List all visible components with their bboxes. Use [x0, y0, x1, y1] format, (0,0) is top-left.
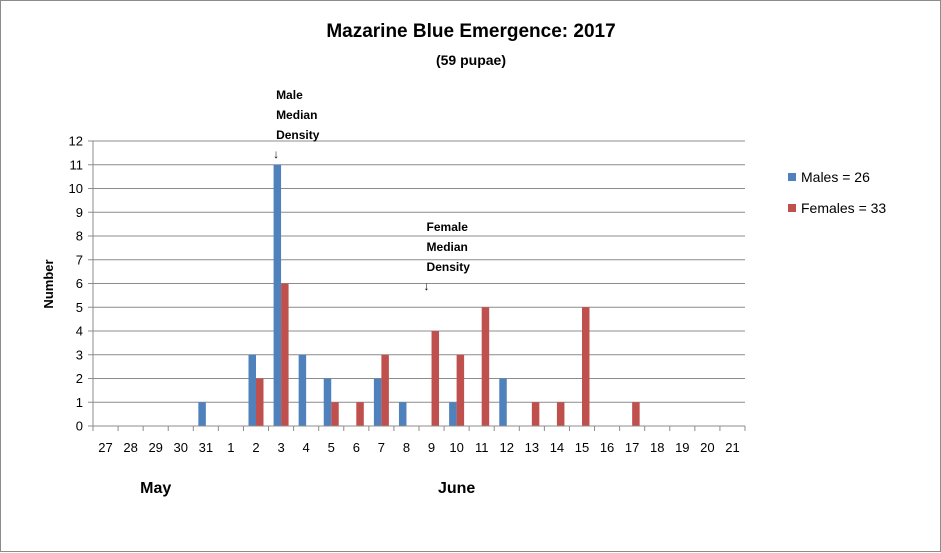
x-tick-label: 10 — [449, 440, 463, 455]
x-tick-label: 17 — [625, 440, 639, 455]
x-tick-label: 3 — [277, 440, 284, 455]
y-tick-label: 10 — [69, 181, 83, 196]
x-tick-label: 6 — [353, 440, 360, 455]
bar-females-15 — [582, 307, 590, 426]
legend-swatch — [788, 173, 796, 181]
x-tick-label: 18 — [650, 440, 664, 455]
legend-label: Females = 33 — [801, 200, 886, 216]
bar-females-5 — [331, 402, 339, 426]
bars — [198, 164, 640, 426]
annotation-text: Male — [276, 88, 303, 102]
x-tick-label: 15 — [575, 440, 589, 455]
x-tick-label: 8 — [403, 440, 410, 455]
x-tick-label: 4 — [303, 440, 310, 455]
bar-males-2 — [248, 354, 256, 426]
x-tick-label: 29 — [148, 440, 162, 455]
y-tick-label: 5 — [76, 300, 83, 315]
legend-label: Males = 26 — [801, 169, 870, 185]
bar-females-14 — [556, 402, 565, 426]
x-tick-label: 12 — [500, 440, 514, 455]
bar-males-12 — [499, 378, 507, 426]
x-tick-label: 7 — [378, 440, 385, 455]
x-tick-label: 5 — [328, 440, 335, 455]
legend: Males = 26 Females = 33 — [788, 169, 886, 216]
chart-title: Mazarine Blue Emergence: 2017 — [326, 21, 615, 42]
bar-males-10 — [449, 402, 457, 426]
annotation-text: Female — [427, 220, 469, 234]
x-tick-label: 2 — [252, 440, 259, 455]
y-tick-label: 12 — [69, 134, 83, 149]
legend-swatch — [788, 204, 796, 212]
month-labels: May June — [140, 480, 475, 497]
month-label: May — [140, 480, 171, 497]
bar-females-13 — [531, 402, 540, 426]
gridlines — [93, 140, 745, 427]
y-axis-label: Number — [41, 259, 56, 308]
y-tick-label: 9 — [76, 205, 83, 220]
y-tick-label: 8 — [76, 229, 83, 244]
bar-males-7 — [373, 378, 382, 426]
annotations: Male Median Density ↓ Female Median Density ↓ — [273, 88, 470, 293]
y-tick-label: 4 — [76, 324, 83, 339]
x-tick-label: 1 — [227, 440, 234, 455]
annotation-text: Density — [276, 128, 320, 142]
y-tick-label: 0 — [76, 419, 83, 434]
bar-females-7 — [381, 354, 389, 426]
chart-subtitle: (59 pupae) — [436, 52, 506, 68]
bar-females-11 — [481, 307, 490, 426]
bar-females-6 — [356, 402, 364, 426]
x-tick-label: 14 — [550, 440, 564, 455]
x-tick-label: 20 — [700, 440, 714, 455]
y-tick-label: 1 — [76, 395, 83, 410]
bar-males-5 — [323, 378, 332, 426]
y-tick-label: 6 — [76, 276, 83, 291]
x-tick-label: 11 — [475, 440, 489, 455]
y-tick-label: 3 — [76, 347, 83, 362]
annotation-arrow: ↓ — [424, 279, 430, 293]
x-tick-label: 28 — [123, 440, 137, 455]
annotation-text: Median — [276, 108, 317, 122]
x-tick-label: 13 — [525, 440, 539, 455]
bar-females-10 — [456, 354, 465, 426]
bar-females-17 — [632, 402, 640, 426]
bar-females-9 — [431, 331, 440, 426]
x-tick-label: 16 — [600, 440, 614, 455]
bar-males-4 — [298, 354, 307, 426]
x-tick-label: 30 — [174, 440, 188, 455]
x-tick-label: 19 — [675, 440, 689, 455]
bar-males-3 — [273, 164, 282, 426]
y-tick-label: 2 — [76, 371, 83, 386]
y-tick-label: 7 — [76, 252, 83, 267]
bar-males-31 — [198, 402, 206, 426]
x-tick-label: 9 — [428, 440, 435, 455]
month-label: June — [438, 480, 475, 497]
annotation-text: Density — [427, 260, 471, 274]
y-tick-label: 11 — [70, 157, 84, 172]
annotation-text: Median — [427, 240, 468, 254]
x-tick-label: 27 — [98, 440, 112, 455]
x-axis-ticks: 27 28 29 30 31 1 2 3 4 5 6 7 8 9 10 11 12 13 14 15 16 17 18 19 2… — [92, 426, 746, 455]
x-tick-label: 21 — [725, 440, 739, 455]
bar-females-2 — [256, 378, 264, 426]
bar-females-3 — [281, 283, 289, 426]
bar-males-8 — [398, 402, 407, 426]
annotation-arrow: ↓ — [273, 147, 279, 161]
x-tick-label: 31 — [199, 440, 213, 455]
